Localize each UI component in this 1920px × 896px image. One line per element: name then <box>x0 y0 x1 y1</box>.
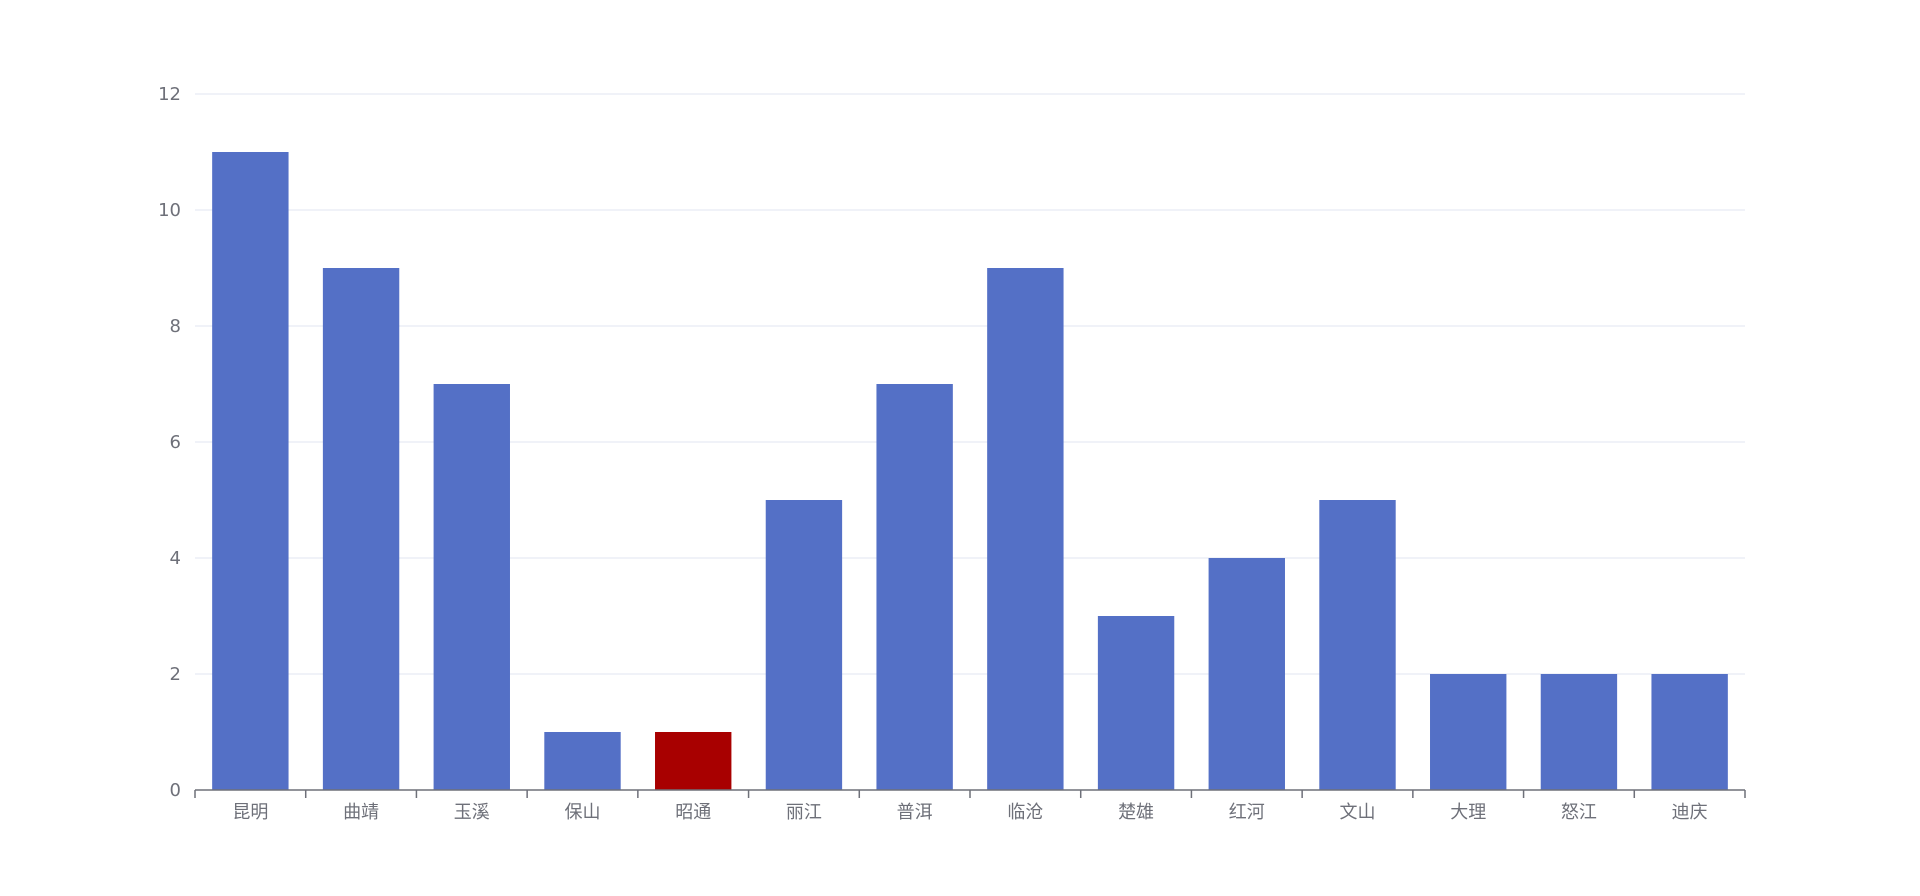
x-tick-label-13: 迪庆 <box>1672 802 1708 823</box>
y-tick-label-4: 8 <box>170 316 181 337</box>
bar-12[interactable] <box>1540 674 1618 790</box>
x-tick-label-10: 文山 <box>1340 802 1376 823</box>
bar-3[interactable] <box>544 732 621 790</box>
bar-7[interactable] <box>987 268 1064 790</box>
x-tick-label-1: 曲靖 <box>343 802 379 823</box>
x-tick-label-3: 保山 <box>565 802 601 823</box>
bar-9[interactable] <box>1208 558 1285 790</box>
x-tick-label-6: 普洱 <box>897 802 933 823</box>
y-tick-label-1: 2 <box>170 664 181 685</box>
y-tick-label-0: 0 <box>170 780 181 801</box>
x-tick-label-8: 楚雄 <box>1118 802 1154 823</box>
bar-13[interactable] <box>1651 674 1728 790</box>
grid-lines <box>195 93 1745 675</box>
x-tick-label-4: 昭通 <box>675 802 711 823</box>
y-tick-label-5: 10 <box>158 200 181 221</box>
bar-4[interactable] <box>655 732 732 790</box>
bar-11[interactable] <box>1430 674 1507 790</box>
x-tick-label-9: 红河 <box>1229 802 1265 823</box>
bar-6[interactable] <box>876 384 953 790</box>
x-tick-label-0: 昆明 <box>232 802 268 823</box>
bar-2[interactable] <box>433 384 510 790</box>
y-tick-label-2: 4 <box>170 548 181 569</box>
bar-8[interactable] <box>1097 616 1175 790</box>
x-tick-label-5: 丽江 <box>786 802 822 823</box>
y-tick-label-3: 6 <box>170 432 181 453</box>
bar-5[interactable] <box>765 500 843 790</box>
bars <box>212 152 1728 790</box>
x-tick-label-7: 临沧 <box>1007 802 1043 823</box>
y-tick-label-6: 12 <box>158 84 181 105</box>
x-tick-label-11: 大理 <box>1450 802 1486 823</box>
tick-labels: 0 2 4 6 8 10 12 昆明 曲靖 玉溪 保山 昭通 丽江 普洱 临沧 楚雄 红河 文山 大理 怒江 迪庆 <box>158 84 1708 823</box>
bar-0[interactable] <box>212 152 289 790</box>
bar-1[interactable] <box>322 268 400 790</box>
x-tick-label-12: 怒江 <box>1561 802 1597 823</box>
axes <box>194 789 1746 798</box>
bar-10[interactable] <box>1319 500 1396 790</box>
x-tick-label-2: 玉溪 <box>454 802 490 823</box>
